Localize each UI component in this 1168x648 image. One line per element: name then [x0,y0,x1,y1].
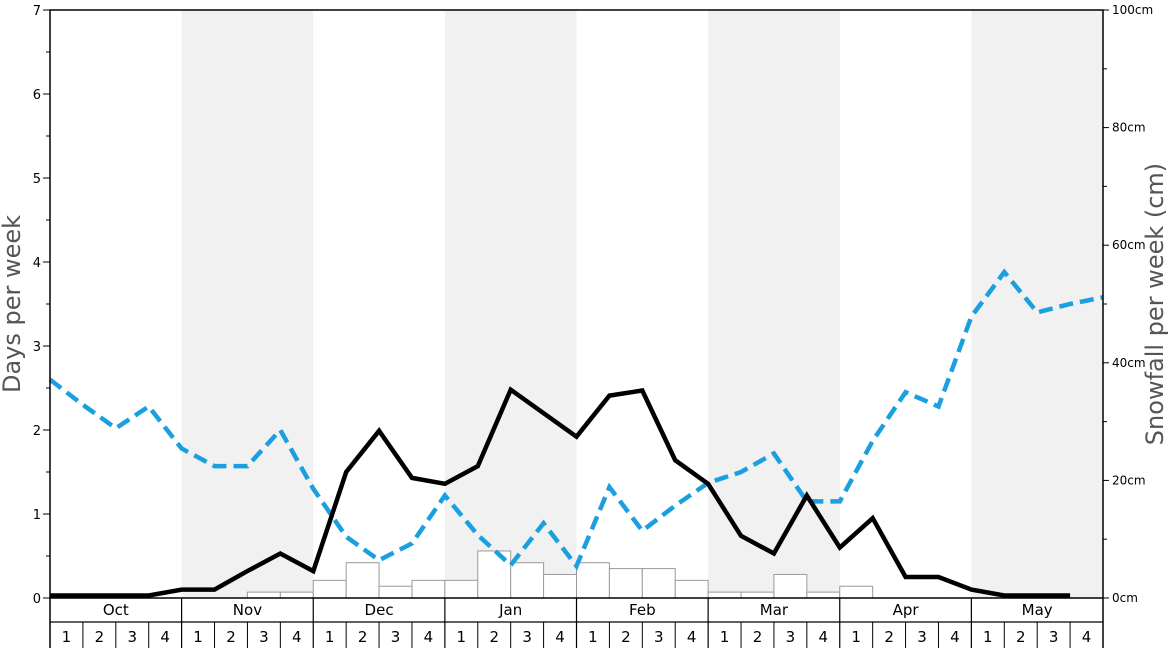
week-label: 2 [1016,628,1026,646]
week-label: 1 [457,628,467,646]
week-label: 1 [325,628,335,646]
week-label: 2 [95,628,105,646]
snowfall-bar [444,579,479,599]
snowfall-bar [740,591,775,599]
week-label: 4 [160,628,170,646]
left-tick-label: 0 [33,592,41,607]
week-label: 2 [884,628,894,646]
left-tick-label: 7 [33,4,41,19]
month-label-nov: Nov [233,601,262,619]
week-label: 3 [1049,628,1059,646]
snowfall-bar [707,591,742,599]
right-axis: 0cm 20cm 40cm 60cm 80cm 100cm [1103,3,1153,605]
snowfall-bar [246,591,281,599]
week-label: 1 [851,628,861,646]
month-label-dec: Dec [365,601,394,619]
left-tick-label: 4 [33,256,41,271]
week-label: 2 [489,628,499,646]
right-tick-label: 100cm [1112,3,1153,17]
snowfall-bar [279,591,314,599]
week-label: 3 [654,628,664,646]
week-label: 4 [1082,628,1092,646]
week-label: 3 [391,628,401,646]
right-tick-label: 40cm [1112,356,1146,370]
week-label: 2 [621,628,631,646]
right-tick-label: 20cm [1112,473,1146,487]
week-label: 3 [786,628,796,646]
snowfall-bar [839,585,874,599]
shade-mar [708,10,840,598]
month-label-oct: Oct [103,601,129,619]
right-tick-label: 60cm [1112,238,1146,252]
left-axis-title: Days per week [0,215,26,393]
snowfall-bar [773,573,808,599]
week-label: 1 [62,628,72,646]
week-label: 3 [127,628,137,646]
left-axis: 0 1 2 3 4 5 6 7 [33,4,50,607]
month-row: Oct Nov Dec Jan Feb Mar Apr May [49,598,1104,648]
shade-nov [181,10,314,598]
week-label: 4 [687,628,697,646]
week-label: 2 [358,628,368,646]
week-label: 3 [522,628,532,646]
week-label: 4 [555,628,565,646]
week-label: 4 [819,628,829,646]
snowfall-bar [411,579,446,599]
snowfall-bars [246,550,874,599]
snowfall-bar [510,562,545,599]
snowfall-bar [543,573,577,599]
snowfall-bar [576,562,610,599]
week-label: 3 [917,628,927,646]
shade-may [971,10,1103,598]
month-label-feb: Feb [629,601,656,619]
left-tick-label: 2 [33,424,41,439]
week-label: 2 [226,628,236,646]
week-label: 1 [193,628,203,646]
week-row: 1 2 3 4 1 2 3 4 1 2 3 4 1 2 3 4 1 2 3 4 1 2 3 4 1 2 3 4 1 2 3 4 [62,622,1092,648]
left-tick-label: 1 [33,508,41,523]
right-tick-label: 80cm [1112,121,1146,135]
snowfall-bar [345,562,380,599]
left-tick-label: 5 [33,172,41,187]
snowfall-bar [674,579,709,599]
right-tick-label: 0cm [1112,591,1138,605]
week-label: 3 [259,628,269,646]
week-label: 4 [292,628,302,646]
month-label-may: May [1022,601,1053,619]
month-label-jan: Jan [498,601,522,619]
snowfall-bar [641,568,676,599]
snowfall-bar [806,591,841,599]
week-label: 2 [753,628,763,646]
snow-days-line [50,386,1071,598]
snowfall-bar [378,585,413,599]
week-label: 1 [588,628,598,646]
right-axis-title: Snowfall per week (cm) [1141,163,1168,445]
month-label-mar: Mar [760,601,789,619]
week-label: 4 [424,628,434,646]
dashed-series-line [48,268,1104,571]
week-label: 1 [983,628,993,646]
snowfall-bar [608,568,643,599]
week-label: 4 [950,628,960,646]
left-tick-label: 3 [33,340,41,355]
month-shading [181,10,1103,598]
snowfall-bar [312,579,347,599]
week-label: 1 [720,628,730,646]
left-tick-label: 6 [33,88,41,103]
shade-jan [444,10,577,598]
month-label-apr: Apr [893,601,920,619]
